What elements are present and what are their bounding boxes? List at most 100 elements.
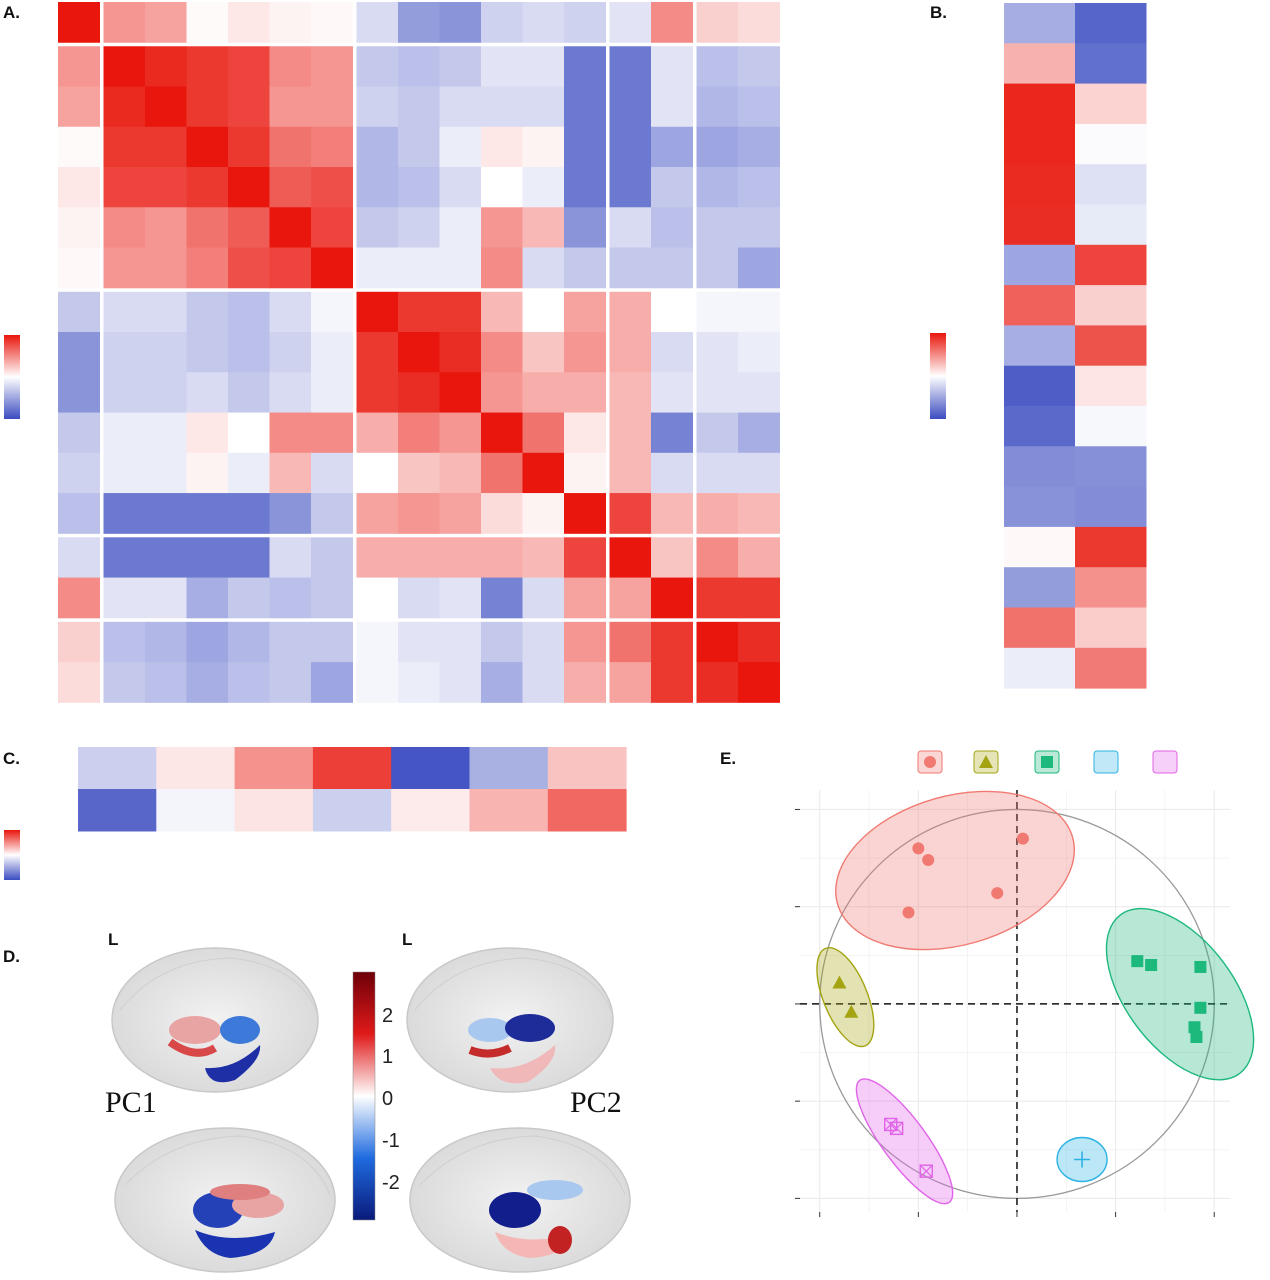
corr-cell — [145, 537, 187, 579]
region-loading-cell — [78, 747, 157, 790]
corr-cell — [356, 537, 399, 579]
corr-cell — [609, 621, 652, 663]
brain-colorbar-ticks: 2 1 0 -1 -2 — [382, 1005, 400, 1194]
panel-e-pca-biplot — [795, 750, 1255, 1217]
point-marker — [919, 1164, 933, 1178]
corr-cell — [145, 207, 187, 249]
corr-cell — [398, 126, 440, 168]
corr-cell — [398, 291, 440, 333]
loading-cell — [1004, 325, 1076, 367]
corr-cell — [609, 86, 652, 128]
corr-cell — [738, 291, 780, 333]
corr-cell — [481, 291, 523, 333]
corr-cell — [269, 207, 312, 249]
corr-cell — [186, 621, 229, 663]
corr-cell — [696, 167, 739, 208]
loading-cell — [1004, 365, 1076, 407]
corr-cell — [481, 577, 523, 619]
corr-cell — [228, 247, 270, 289]
corr-cell — [439, 621, 482, 663]
corr-cell — [439, 372, 482, 414]
corr-cell — [738, 46, 780, 88]
loading-cell — [1004, 446, 1076, 488]
loading-cell — [1004, 43, 1076, 85]
point-marker — [1194, 1001, 1207, 1014]
corr-cell — [186, 452, 229, 494]
corr-cell — [186, 46, 229, 88]
loading-cell — [1075, 204, 1147, 246]
corr-cell — [439, 332, 482, 373]
corr-cell — [696, 46, 739, 88]
corr-cell — [269, 86, 312, 128]
point-marker — [1194, 960, 1207, 973]
corr-cell — [481, 46, 523, 88]
brain-colorbar-tick: 1 — [382, 1046, 393, 1068]
corr-cell — [609, 126, 652, 168]
brain-pc1-top — [111, 947, 319, 1093]
brain-colorbar — [352, 971, 376, 1221]
corr-cell — [439, 412, 482, 454]
corr-cell — [439, 291, 482, 333]
corr-cell — [439, 207, 482, 249]
corr-cell — [651, 493, 693, 534]
loading-cell — [1075, 647, 1147, 689]
box-outline — [919, 1164, 933, 1178]
corr-cell — [58, 662, 100, 703]
corr-cell — [609, 537, 652, 579]
corr-cell — [651, 86, 693, 128]
corr-cell — [145, 621, 187, 663]
corr-cell — [609, 247, 652, 289]
panel-label-c: C. — [3, 749, 20, 768]
loading-cell — [1004, 607, 1076, 649]
corr-cell — [609, 2, 652, 43]
corr-cell — [356, 577, 399, 619]
corr-cell — [311, 247, 353, 289]
panel-d-brain-maps: L L PC1 — [105, 930, 631, 1273]
corr-cell — [738, 207, 780, 249]
point-marker — [1190, 1030, 1203, 1043]
corr-cell — [439, 167, 482, 208]
corr-cell — [58, 247, 100, 289]
corr-cell — [145, 167, 187, 208]
loading-cell — [1004, 486, 1076, 528]
brain-colorbar-tick: -2 — [382, 1172, 400, 1194]
corr-cell — [103, 126, 146, 168]
corr-cell — [564, 291, 606, 333]
corr-cell — [398, 452, 440, 494]
corr-cell — [58, 493, 100, 534]
corr-cell — [145, 577, 187, 619]
corr-cell — [228, 372, 270, 414]
corr-cell — [651, 412, 693, 454]
corr-cell — [564, 493, 606, 534]
region-legend-bar — [4, 830, 20, 880]
corr-cell — [651, 46, 693, 88]
corr-cell — [738, 86, 780, 128]
box-outline — [889, 1121, 904, 1136]
corr-cell — [564, 46, 606, 88]
corr-cell — [356, 207, 399, 249]
brain-colorbar-tick: 0 — [382, 1088, 393, 1110]
corr-cell — [651, 372, 693, 414]
corr-cell — [696, 662, 739, 703]
corr-cell — [186, 372, 229, 414]
corr-cell — [651, 621, 693, 663]
corr-cell — [481, 621, 523, 663]
corr-cell — [228, 577, 270, 619]
corr-cell — [696, 621, 739, 663]
loading-cell — [1075, 325, 1147, 367]
corr-cell — [58, 412, 100, 454]
corr-cell — [651, 2, 693, 43]
corr-cell — [564, 662, 606, 703]
loading-cell — [1075, 526, 1147, 568]
corr-cell — [696, 207, 739, 249]
cluster-legend-item — [1152, 750, 1178, 774]
point-marker — [991, 887, 1004, 900]
corr-cell — [145, 86, 187, 128]
corr-cell — [311, 662, 353, 703]
corr-cell — [356, 126, 399, 168]
region-loading-cell — [234, 789, 314, 832]
corr-cell — [738, 412, 780, 454]
loading-cell — [1075, 406, 1147, 447]
corr-cell — [103, 2, 146, 43]
